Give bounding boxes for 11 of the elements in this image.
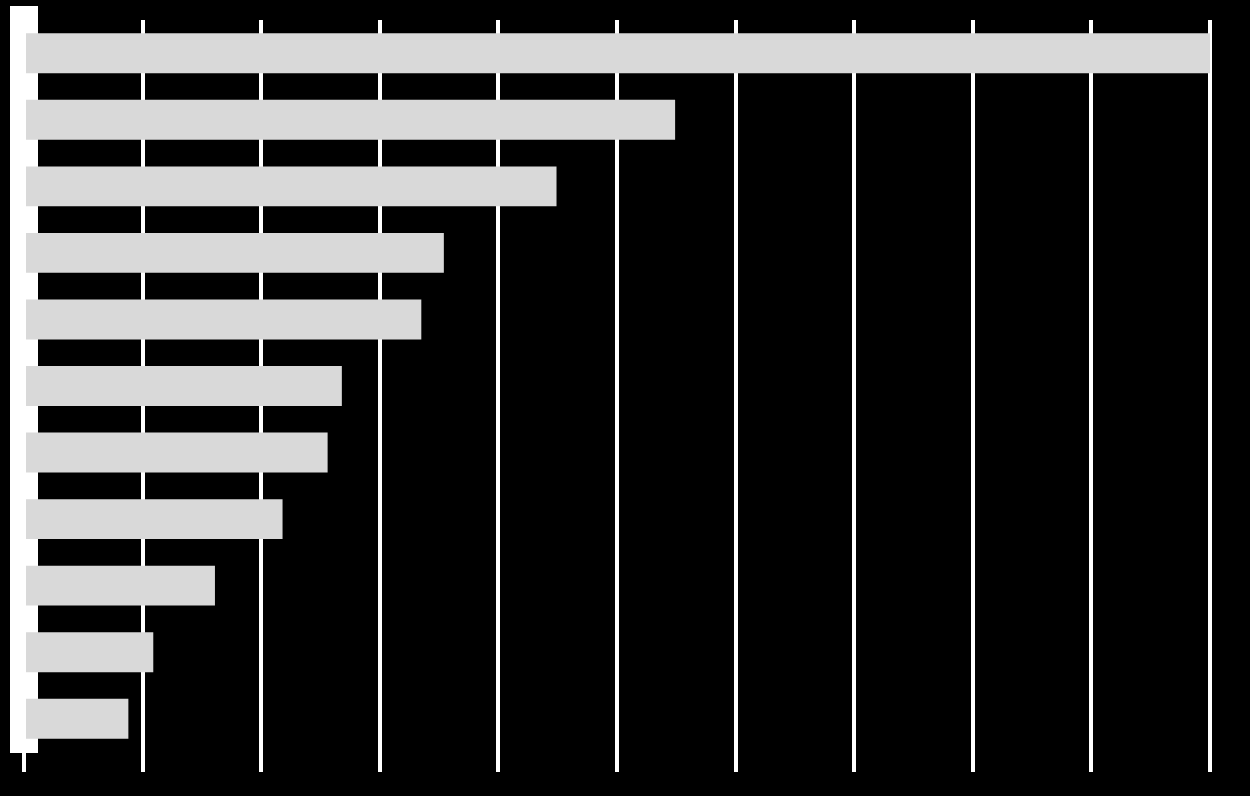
bar [26,632,154,673]
bar [26,432,328,473]
bar [26,499,283,540]
bar [26,99,676,140]
bar [26,299,422,340]
bar [26,232,444,273]
bar [26,33,1210,74]
bar [26,698,129,739]
bar [26,565,215,606]
bar [26,166,557,207]
bar [26,366,342,406]
